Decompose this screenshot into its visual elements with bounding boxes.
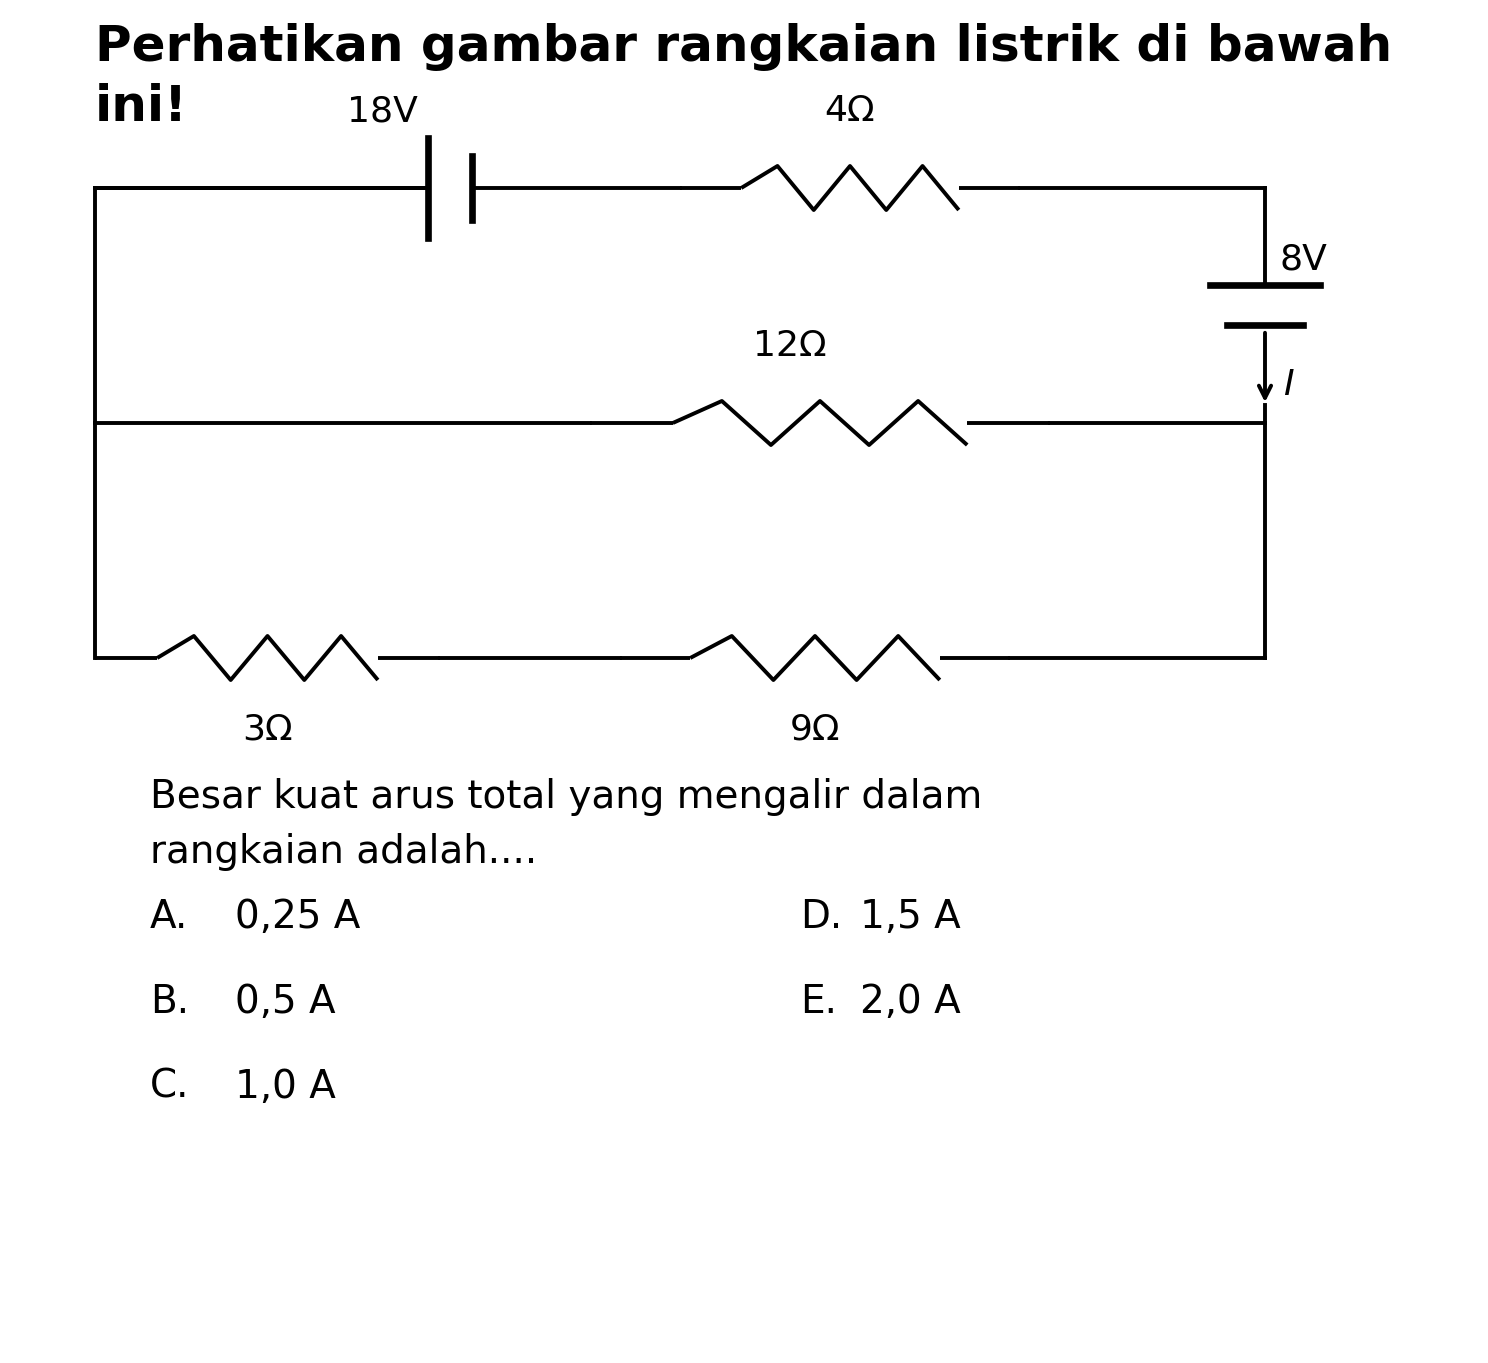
Text: 0,5 A: 0,5 A (235, 983, 336, 1021)
Text: 1,5 A: 1,5 A (860, 898, 961, 936)
Text: 0,25 A: 0,25 A (235, 898, 360, 936)
Text: rangkaian adalah....: rangkaian adalah.... (150, 833, 537, 871)
Text: 3Ω: 3Ω (243, 713, 293, 747)
Text: E.: E. (801, 983, 836, 1021)
Text: 9Ω: 9Ω (790, 713, 841, 747)
Text: ini!: ini! (95, 83, 187, 131)
Text: 2,0 A: 2,0 A (860, 983, 961, 1021)
Text: C.: C. (150, 1069, 189, 1105)
Text: Besar kuat arus total yang mengalir dalam: Besar kuat arus total yang mengalir dala… (150, 778, 982, 816)
Text: 18V: 18V (347, 94, 418, 128)
Text: B.: B. (150, 983, 189, 1021)
Text: Perhatikan gambar rangkaian listrik di bawah: Perhatikan gambar rangkaian listrik di b… (95, 23, 1393, 71)
Text: A.: A. (150, 898, 189, 936)
Text: 4Ω: 4Ω (824, 94, 875, 128)
Text: 1,0 A: 1,0 A (235, 1069, 336, 1105)
Text: 12Ω: 12Ω (753, 328, 827, 363)
Text: 8V: 8V (1280, 243, 1327, 277)
Text: D.: D. (801, 898, 842, 936)
Text: I: I (1283, 368, 1293, 402)
